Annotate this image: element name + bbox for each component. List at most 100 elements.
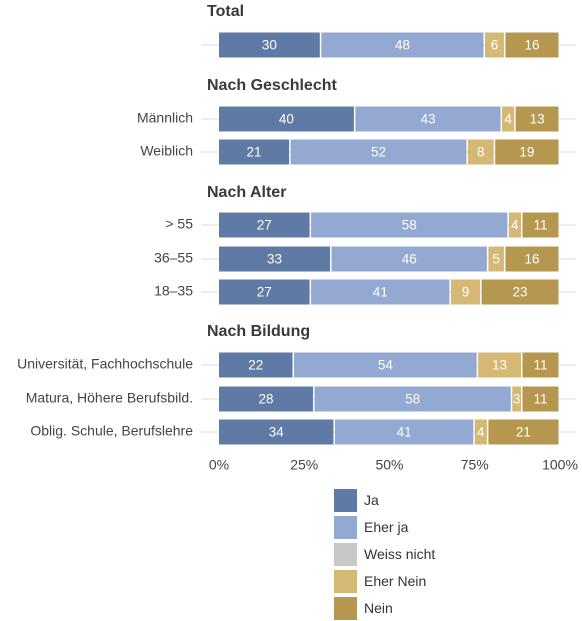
bar-segment-eher-nein — [512, 386, 521, 412]
bar-segment-ja — [219, 212, 310, 238]
bar-segment-ja — [219, 419, 334, 445]
bar-value-label: 16 — [524, 252, 539, 267]
group-title: Nach Alter — [207, 184, 286, 201]
legend-swatch-nein — [334, 597, 357, 620]
group-title: Nach Bildung — [207, 323, 310, 340]
bar-value-label: 11 — [533, 218, 547, 233]
row-label: Matura, Höhere Berufsbild. — [26, 390, 193, 406]
bar-segment-eher-ja — [331, 246, 487, 272]
bar-segment-eher-nein — [508, 212, 521, 238]
bar-value-label: 41 — [373, 285, 388, 300]
bar-segment-nein — [488, 419, 559, 445]
bar-value-label: 6 — [491, 38, 499, 53]
bar-value-label: 22 — [248, 358, 263, 373]
x-tick-label: 25% — [290, 457, 318, 473]
bar-value-label: 23 — [513, 285, 528, 300]
bar-value-label: 28 — [258, 392, 273, 407]
x-tick-label: 75% — [461, 457, 489, 473]
bar-segment-eher-nein — [467, 139, 494, 165]
legend-swatch-eher-ja — [334, 516, 357, 539]
row-label: 18–35 — [154, 283, 193, 299]
bar-segment-eher-ja — [314, 386, 511, 412]
bar-value-label: 43 — [420, 112, 435, 127]
legend-label: Eher Nein — [364, 573, 426, 589]
bar-value-label: 48 — [395, 38, 410, 53]
bar-value-label: 21 — [247, 145, 262, 160]
bar-segment-eher-nein — [484, 32, 504, 58]
bar-value-label: 3 — [513, 392, 521, 407]
bar-value-label: 41 — [397, 425, 412, 440]
bar-value-label: 27 — [257, 218, 272, 233]
legend-swatch-eher-nein — [334, 570, 357, 593]
legend-swatch-weiss-nicht — [334, 543, 357, 566]
bar-value-label: 52 — [371, 145, 386, 160]
legend-swatch-ja — [334, 489, 357, 512]
legend-label: Eher ja — [364, 519, 409, 535]
bar-segment-ja — [219, 352, 293, 378]
bar-value-label: 54 — [378, 358, 394, 373]
bar-segment-nein — [505, 246, 559, 272]
bar-value-label: 11 — [533, 358, 547, 373]
bar-segment-eher-ja — [311, 212, 508, 238]
bar-value-label: 27 — [257, 285, 272, 300]
group-title: Nach Geschlecht — [207, 77, 338, 94]
bar-segment-eher-ja — [290, 139, 467, 165]
legend-label: Nein — [364, 600, 393, 616]
row-label: > 55 — [165, 216, 193, 232]
bar-segment-nein — [505, 32, 559, 58]
bar-value-label: 34 — [269, 425, 285, 440]
bar-value-label: 33 — [267, 252, 282, 267]
bar-value-label: 40 — [279, 112, 294, 127]
bar-value-label: 58 — [405, 392, 420, 407]
bar-value-label: 4 — [477, 425, 485, 440]
bar-segment-eher-nein — [450, 279, 481, 305]
bar-segment-eher-ja — [321, 32, 484, 58]
legend-label: Weiss nicht — [364, 546, 435, 562]
bar-segment-nein — [522, 212, 559, 238]
bar-value-label: 5 — [492, 252, 500, 267]
bar-value-label: 9 — [462, 285, 470, 300]
group-title: Total — [207, 3, 244, 20]
bar-segment-nein — [481, 279, 559, 305]
bar-value-label: 21 — [516, 425, 531, 440]
bar-segment-eher-nein — [474, 419, 487, 445]
bar-segment-ja — [219, 106, 354, 132]
bar-value-label: 19 — [519, 145, 534, 160]
bar-segment-eher-nein — [478, 352, 521, 378]
bar-segment-eher-ja — [311, 279, 450, 305]
bar-segment-nein — [495, 139, 559, 165]
bar-segment-eher-ja — [294, 352, 477, 378]
bar-value-label: 16 — [524, 38, 539, 53]
bar-value-label: 13 — [492, 358, 507, 373]
x-tick-label: 0% — [209, 457, 229, 473]
bar-segment-eher-ja — [355, 106, 501, 132]
bar-segment-eher-nein — [502, 106, 515, 132]
bar-value-label: 30 — [262, 38, 277, 53]
bar-segment-eher-nein — [488, 246, 504, 272]
bar-value-label: 58 — [402, 218, 417, 233]
bar-value-label: 8 — [477, 145, 485, 160]
bar-segment-nein — [522, 352, 559, 378]
bar-segment-nein — [522, 386, 559, 412]
bar-value-label: 11 — [533, 392, 547, 407]
row-label: 36–55 — [154, 250, 193, 266]
row-label: Oblig. Schule, Berufslehre — [30, 423, 193, 439]
bar-segment-ja — [219, 386, 313, 412]
bar-value-label: 13 — [530, 112, 545, 127]
row-label: Männlich — [137, 110, 193, 126]
bar-segment-nein — [515, 106, 559, 132]
bar-value-label: 46 — [402, 252, 417, 267]
bar-value-label: 4 — [511, 218, 519, 233]
bar-segment-ja — [219, 279, 310, 305]
row-label: Universität, Fachhochschule — [17, 356, 193, 372]
x-tick-label: 50% — [375, 457, 403, 473]
bar-value-label: 4 — [504, 112, 512, 127]
legend-label: Ja — [364, 492, 379, 508]
bar-segment-eher-ja — [334, 419, 474, 445]
bar-segment-ja — [219, 246, 331, 272]
x-tick-label: 100% — [542, 457, 578, 473]
bar-segment-ja — [219, 139, 290, 165]
bar-segment-ja — [219, 32, 320, 58]
row-label: Weiblich — [140, 143, 193, 159]
